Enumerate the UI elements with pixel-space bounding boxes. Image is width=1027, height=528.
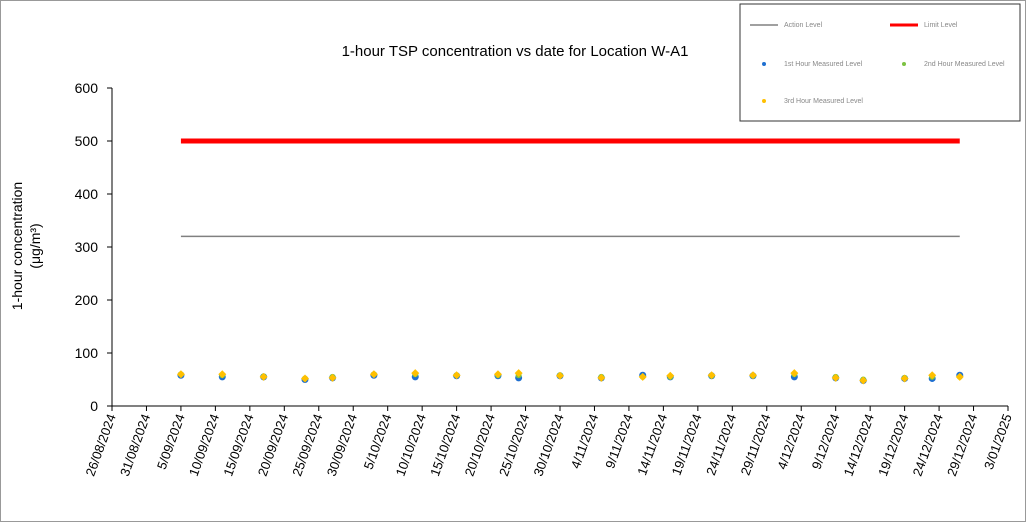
marker [928,371,937,380]
marker [259,372,268,381]
marker [556,371,564,380]
marker [176,370,185,379]
marker [369,370,378,379]
legend-label: Limit Level [924,22,958,29]
legend-swatch [762,99,766,103]
marker [300,374,309,383]
marker [514,369,523,378]
legend-label: 1st Hour Measured Level [784,61,863,68]
y-tick-label: 600 [75,80,99,96]
marker [900,374,909,383]
legend-label: Action Level [784,22,823,29]
y-axis-label: (μg/m³) [27,223,43,268]
y-tick-label: 300 [75,239,99,255]
y-axis-label: 1-hour concentration [9,182,25,310]
marker [666,371,675,380]
y-tick-label: 100 [75,345,99,361]
marker [452,371,461,380]
chart-title: 1-hour TSP concentration vs date for Loc… [342,43,689,60]
marker [218,370,227,379]
y-tick-label: 500 [75,133,99,149]
legend-box [739,3,1021,122]
marker [707,371,716,380]
marker [831,373,840,382]
y-tick-label: 400 [75,186,99,202]
marker [790,369,799,378]
legend-label: 3rd Hour Measured Level [784,98,863,105]
y-tick-label: 0 [90,398,98,414]
marker [859,376,868,385]
legend-label: 2nd Hour Measured Level [924,61,1005,68]
marker [748,371,757,380]
marker [493,370,502,379]
legend-swatch [902,62,906,66]
marker [411,369,420,378]
legend-swatch [762,62,766,66]
marker [597,373,606,382]
y-tick-label: 200 [75,292,99,308]
marker [328,373,337,382]
marker [638,372,647,381]
marker [955,372,964,381]
